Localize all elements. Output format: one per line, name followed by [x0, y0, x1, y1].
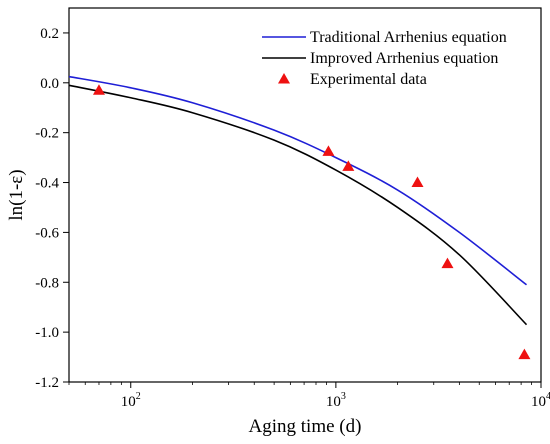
x-tick-label: 102: [121, 391, 141, 410]
y-axis-title: ln(1-ε): [6, 169, 27, 220]
y-tick-label: -0.4: [35, 176, 59, 192]
series-line: [68, 75, 528, 286]
plot-frame: [68, 7, 542, 383]
data-point: [322, 145, 335, 156]
y-tick-label: -0.2: [35, 126, 59, 142]
axis-ticks: 0.2 0.0 -0.2 -0.4 -0.6 -0.8 -1.0 -1.2 102 103 104: [35, 26, 550, 410]
x-tick-label: 103: [326, 391, 346, 410]
y-tick-label: 0.0: [40, 76, 59, 92]
legend-label: Traditional Arrhenius equation: [310, 29, 507, 46]
series-line: [68, 84, 528, 326]
data-point: [342, 160, 355, 171]
data-point: [411, 176, 424, 188]
series-layer: [68, 75, 531, 360]
data-point: [518, 348, 531, 360]
legend-label: Improved Arrhenius equation: [310, 50, 498, 67]
y-tick-label: -0.8: [35, 275, 59, 291]
legend-swatch: [278, 73, 290, 84]
y-tick-label: -1.2: [35, 375, 59, 391]
y-tick-label: 0.2: [40, 26, 59, 42]
x-tick-label: 104: [531, 391, 550, 410]
y-tick-label: -0.6: [35, 225, 59, 241]
data-point: [92, 84, 105, 95]
data-point: [441, 257, 454, 269]
legend: Traditional Arrhenius equation Improved A…: [262, 29, 507, 88]
x-axis-title: Aging time (d): [249, 416, 362, 437]
legend-label: Experimental data: [310, 71, 427, 88]
y-tick-label: -1.0: [35, 325, 59, 341]
